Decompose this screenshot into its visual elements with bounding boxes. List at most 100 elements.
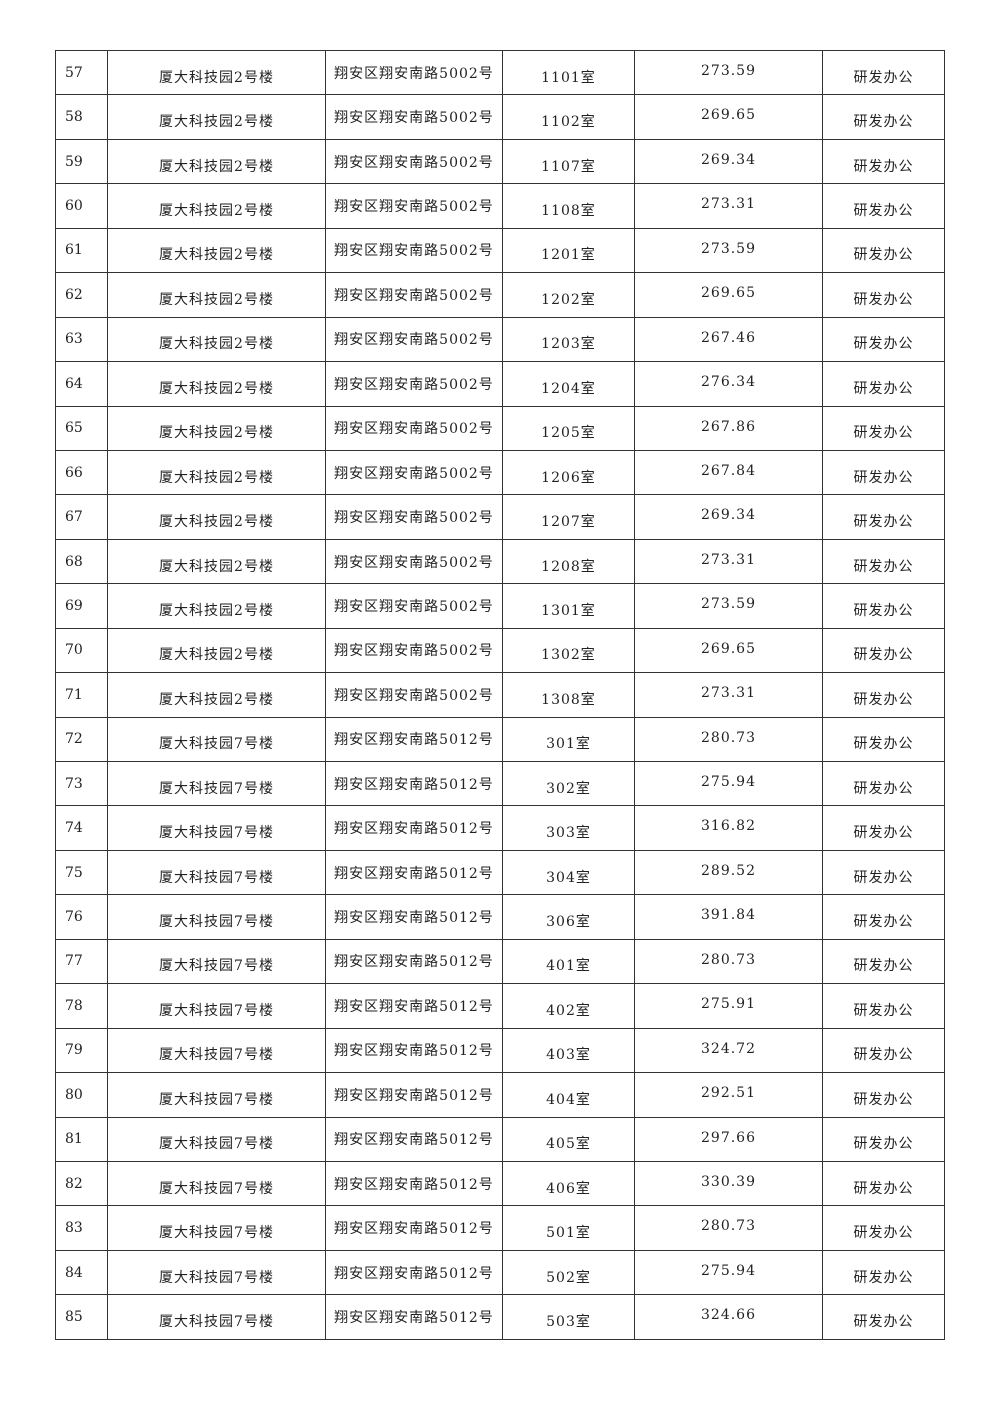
address: 翔安区翔安南路5002号	[325, 583, 503, 629]
row-number: 76	[55, 894, 108, 940]
row-number: 82	[55, 1160, 108, 1207]
row-number: 69	[55, 583, 108, 629]
building: 厦大科技园2号楼	[107, 449, 326, 496]
row-number: 61	[55, 227, 108, 274]
building: 厦大科技园7号楼	[107, 1205, 326, 1251]
usage: 研发办公	[822, 494, 945, 540]
table-row: 79 厦大科技园7号楼 翔安区翔安南路5012号 403室 324.72 研发办公	[55, 1027, 945, 1074]
building: 厦大科技园7号楼	[107, 983, 326, 1029]
row-number: 62	[55, 272, 108, 318]
area: 269.34	[634, 494, 823, 540]
table-row: 68 厦大科技园2号楼 翔安区翔安南路5002号 1208室 273.31 研发办公	[55, 538, 945, 585]
room: 304室	[502, 849, 635, 896]
table-row: 66 厦大科技园2号楼 翔安区翔安南路5002号 1206室 267.84 研发办公	[55, 449, 945, 496]
area: 273.59	[634, 49, 823, 96]
address: 翔安区翔安南路5002号	[325, 272, 503, 318]
building: 厦大科技园7号楼	[107, 894, 326, 940]
row-number: 63	[55, 316, 108, 363]
area: 273.31	[634, 183, 823, 229]
area: 273.59	[634, 583, 823, 629]
row-number: 72	[55, 716, 108, 763]
room: 302室	[502, 760, 635, 807]
area: 324.72	[634, 1027, 823, 1074]
row-number: 64	[55, 361, 108, 407]
area: 324.66	[634, 1294, 823, 1340]
table-body: 57 厦大科技园2号楼 翔安区翔安南路5002号 1101室 273.59 研发办公 58 厦…	[55, 49, 945, 1340]
table-row: 74 厦大科技园7号楼 翔安区翔安南路5012号 303室 316.82 研发办公	[55, 805, 945, 851]
area: 280.73	[634, 938, 823, 985]
property-table: 57 厦大科技园2号楼 翔安区翔安南路5002号 1101室 273.59 研发办公 58 厦…	[55, 49, 945, 1340]
building: 厦大科技园7号楼	[107, 849, 326, 896]
building: 厦大科技园2号楼	[107, 672, 326, 718]
room: 1207室	[502, 494, 635, 540]
usage: 研发办公	[822, 627, 945, 674]
room: 406室	[502, 1160, 635, 1207]
usage: 研发办公	[822, 1205, 945, 1251]
building: 厦大科技园2号楼	[107, 361, 326, 407]
row-number: 78	[55, 983, 108, 1029]
address: 翔安区翔安南路5002号	[325, 672, 503, 718]
area: 276.34	[634, 361, 823, 407]
row-number: 70	[55, 627, 108, 674]
row-number: 75	[55, 849, 108, 896]
table-row: 57 厦大科技园2号楼 翔安区翔安南路5002号 1101室 273.59 研发办公	[55, 49, 945, 96]
usage: 研发办公	[822, 138, 945, 185]
table-row: 64 厦大科技园2号楼 翔安区翔安南路5002号 1204室 276.34 研发办公	[55, 361, 945, 407]
address: 翔安区翔安南路5002号	[325, 494, 503, 540]
table-row: 62 厦大科技园2号楼 翔安区翔安南路5002号 1202室 269.65 研发办公	[55, 272, 945, 318]
row-number: 81	[55, 1116, 108, 1162]
table-row: 83 厦大科技园7号楼 翔安区翔安南路5012号 501室 280.73 研发办公	[55, 1205, 945, 1251]
area: 280.73	[634, 1205, 823, 1251]
address: 翔安区翔安南路5002号	[325, 138, 503, 185]
address: 翔安区翔安南路5012号	[325, 1205, 503, 1251]
address: 翔安区翔安南路5012号	[325, 716, 503, 763]
room: 301室	[502, 716, 635, 763]
usage: 研发办公	[822, 1027, 945, 1074]
room: 401室	[502, 938, 635, 985]
room: 1102室	[502, 94, 635, 140]
usage: 研发办公	[822, 227, 945, 274]
address: 翔安区翔安南路5012号	[325, 938, 503, 985]
area: 269.65	[634, 272, 823, 318]
address: 翔安区翔安南路5012号	[325, 1027, 503, 1074]
row-number: 84	[55, 1249, 108, 1296]
building: 厦大科技园2号楼	[107, 583, 326, 629]
address: 翔安区翔安南路5012号	[325, 983, 503, 1029]
building: 厦大科技园7号楼	[107, 805, 326, 851]
usage: 研发办公	[822, 938, 945, 985]
table-row: 77 厦大科技园7号楼 翔安区翔安南路5012号 401室 280.73 研发办公	[55, 938, 945, 985]
address: 翔安区翔安南路5012号	[325, 1072, 503, 1118]
room: 306室	[502, 894, 635, 940]
building: 厦大科技园2号楼	[107, 138, 326, 185]
room: 1206室	[502, 449, 635, 496]
area: 267.86	[634, 405, 823, 451]
table-row: 75 厦大科技园7号楼 翔安区翔安南路5012号 304室 289.52 研发办公	[55, 849, 945, 896]
room: 405室	[502, 1116, 635, 1162]
area: 269.65	[634, 627, 823, 674]
address: 翔安区翔安南路5002号	[325, 94, 503, 140]
room: 1204室	[502, 361, 635, 407]
area: 391.84	[634, 894, 823, 940]
row-number: 73	[55, 760, 108, 807]
area: 275.91	[634, 983, 823, 1029]
row-number: 80	[55, 1072, 108, 1118]
usage: 研发办公	[822, 183, 945, 229]
building: 厦大科技园7号楼	[107, 716, 326, 763]
row-number: 65	[55, 405, 108, 451]
building: 厦大科技园2号楼	[107, 405, 326, 451]
usage: 研发办公	[822, 94, 945, 140]
usage: 研发办公	[822, 894, 945, 940]
area: 269.65	[634, 94, 823, 140]
address: 翔安区翔安南路5002号	[325, 49, 503, 96]
area: 316.82	[634, 805, 823, 851]
building: 厦大科技园2号楼	[107, 272, 326, 318]
table-row: 84 厦大科技园7号楼 翔安区翔安南路5012号 502室 275.94 研发办公	[55, 1249, 945, 1296]
room: 403室	[502, 1027, 635, 1074]
address: 翔安区翔安南路5012号	[325, 1116, 503, 1162]
room: 503室	[502, 1294, 635, 1340]
area: 273.31	[634, 672, 823, 718]
building: 厦大科技园2号楼	[107, 627, 326, 674]
address: 翔安区翔安南路5012号	[325, 805, 503, 851]
address: 翔安区翔安南路5002号	[325, 405, 503, 451]
room: 1203室	[502, 316, 635, 363]
